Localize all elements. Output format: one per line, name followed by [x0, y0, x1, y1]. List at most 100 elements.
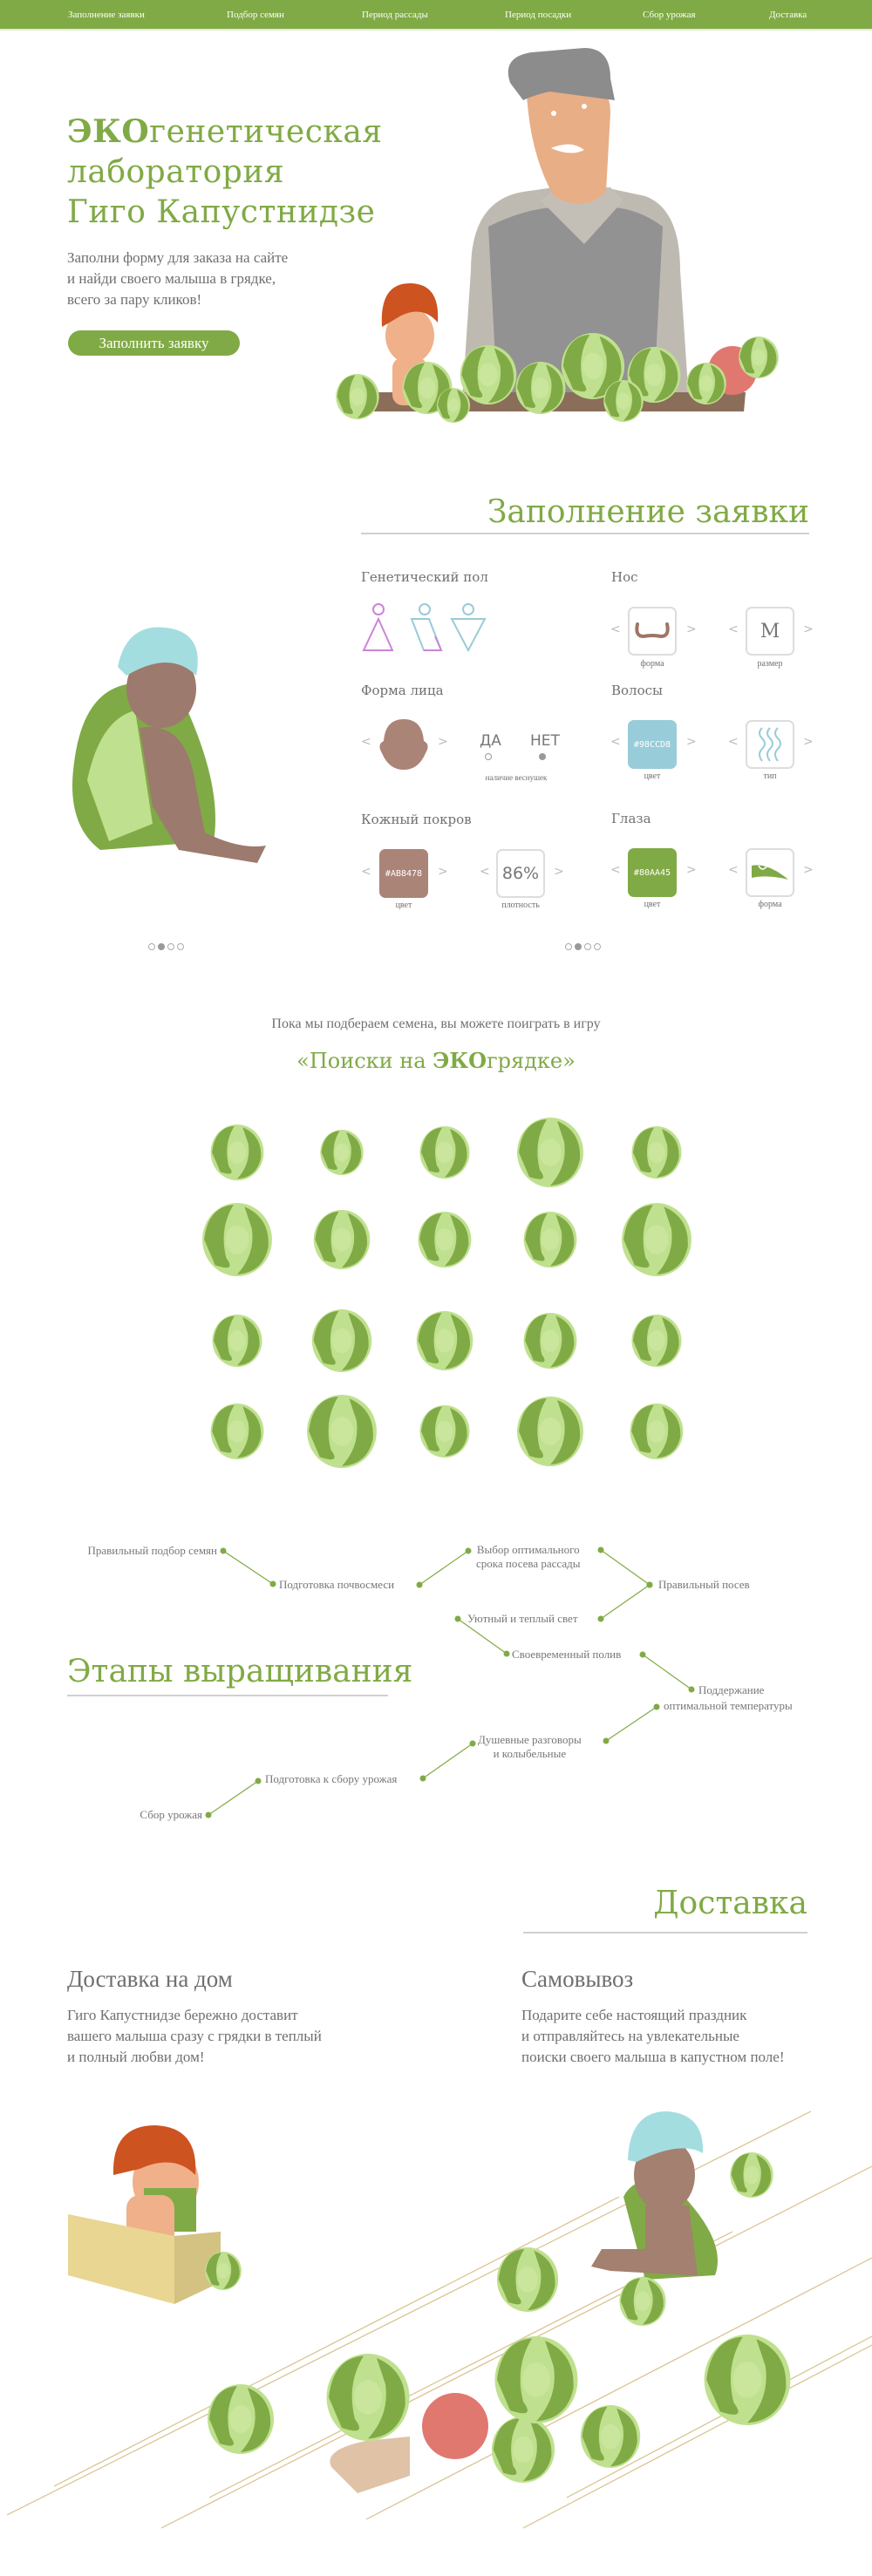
cabbage-icon[interactable]: [307, 1395, 377, 1468]
hair-type-selector[interactable]: [746, 720, 794, 769]
cabbage-icon[interactable]: [416, 1311, 473, 1370]
nose-shape-selector[interactable]: [628, 607, 677, 656]
freckles-no-radio-selected[interactable]: [539, 753, 546, 760]
nav-item-seedlings[interactable]: Период рассады: [362, 10, 428, 20]
home-delivery-text: Гиго Капустнидзе бережно доставит вашего …: [67, 2005, 322, 2068]
eye-color-selector[interactable]: #80AA45: [628, 848, 677, 897]
stage-connector: [457, 1618, 508, 1655]
stage-dot: [653, 1703, 660, 1710]
hair-color-next-arrow[interactable]: >: [686, 735, 697, 749]
form-section-title: Заполнение заявки: [487, 494, 809, 530]
female-icon[interactable]: [362, 603, 394, 651]
stage-label: Своевременный полив: [512, 1648, 622, 1661]
cabbage-icon[interactable]: [631, 1126, 682, 1179]
cabbage-icon[interactable]: [419, 1405, 470, 1458]
stage-dot: [454, 1615, 461, 1622]
cabbage-icon[interactable]: [523, 1212, 577, 1268]
nav-item-application[interactable]: Заполнение заявки: [68, 10, 145, 20]
carousel-dot-active[interactable]: [158, 943, 165, 950]
cabbage-icon: [739, 336, 779, 378]
hair-type-prev-arrow[interactable]: <: [728, 735, 739, 749]
nose-shape-prev-arrow[interactable]: <: [610, 622, 621, 636]
carousel-dot[interactable]: [148, 943, 155, 950]
cabbage-icon[interactable]: [622, 1203, 691, 1276]
carousel-dot[interactable]: [594, 943, 601, 950]
fill-application-button[interactable]: Заполнить заявку: [68, 330, 240, 356]
nose-size-prev-arrow[interactable]: <: [728, 622, 739, 636]
skin-color-selector[interactable]: #AB8478: [379, 849, 428, 898]
freckles-no-label: НЕТ: [530, 732, 560, 750]
eye-color-prev-arrow[interactable]: <: [610, 863, 621, 877]
nose-size-selector[interactable]: M: [746, 607, 794, 656]
stage-dot: [469, 1740, 476, 1747]
carousel-dots-right: [565, 943, 601, 950]
cabbage-icon[interactable]: [320, 1130, 364, 1175]
hero-illustration: [336, 48, 779, 423]
cabbage-icon[interactable]: [418, 1212, 472, 1268]
text-line: поиски своего малыша в капустном поле!: [521, 2049, 785, 2065]
cabbage-icon[interactable]: [313, 1210, 371, 1269]
skin-density-prev-arrow[interactable]: <: [480, 865, 490, 879]
carousel-dot[interactable]: [167, 943, 174, 950]
skin-color-prev-arrow[interactable]: <: [361, 865, 371, 879]
skin-density-caption: плотность: [501, 901, 540, 910]
cabbage-icon[interactable]: [517, 1118, 583, 1187]
face-prev-arrow[interactable]: <: [361, 735, 371, 749]
wavy-hair-icon: [759, 727, 781, 762]
face-next-arrow[interactable]: >: [438, 735, 448, 749]
pink-hair-child: [422, 2393, 488, 2459]
cabbage-icon: [460, 345, 517, 404]
cabbage-icon: [619, 2277, 666, 2326]
cabbage-icon[interactable]: [517, 1397, 583, 1466]
stage-label: Подготовка почвосмеси: [279, 1578, 395, 1591]
stage-dot: [597, 1546, 604, 1553]
carousel-dot[interactable]: [177, 943, 184, 950]
stage-label: Правильный посев: [658, 1578, 750, 1591]
cabbage-icon[interactable]: [311, 1309, 372, 1372]
carousel-dot[interactable]: [565, 943, 572, 950]
carousel-dot[interactable]: [584, 943, 591, 950]
cabbage-icon[interactable]: [212, 1315, 262, 1367]
hair-color-prev-arrow[interactable]: <: [610, 735, 621, 749]
carousel-dot-active[interactable]: [575, 943, 582, 950]
top-nav: Заполнение заявки Подбор семян Период ра…: [0, 0, 872, 31]
cabbage-icon[interactable]: [523, 1313, 577, 1369]
text-line: вашего малыша сразу с грядки в теплый: [67, 2028, 322, 2044]
hair-type-next-arrow[interactable]: >: [803, 735, 814, 749]
face-shape-icon: [379, 719, 428, 770]
stage-connector: [422, 1743, 473, 1779]
nav-item-planting[interactable]: Период посадки: [505, 10, 572, 20]
eye-shape-selector[interactable]: [746, 848, 794, 897]
hero-title: ЭКОгенетическая лаборатория Гиго Капустн…: [67, 112, 383, 233]
skin-density-selector[interactable]: 86%: [496, 849, 545, 898]
cabbage-icon[interactable]: [210, 1125, 264, 1180]
stage-label: Душевные разговоры и колыбельные: [478, 1733, 582, 1761]
skin-color-next-arrow[interactable]: >: [438, 865, 448, 879]
cabbage-icon[interactable]: [202, 1203, 272, 1276]
divider: [523, 1932, 807, 1934]
hair-type-caption: тип: [763, 771, 777, 781]
nav-item-harvest[interactable]: Сбор урожая: [643, 10, 696, 20]
nose-size-next-arrow[interactable]: >: [803, 622, 814, 636]
eye-color-next-arrow[interactable]: >: [686, 863, 697, 877]
stage-label-line: срока посева рассады: [476, 1557, 581, 1570]
eye-shape-next-arrow[interactable]: >: [803, 863, 814, 877]
freckles-yes-radio[interactable]: [485, 753, 492, 760]
nav-item-delivery[interactable]: Доставка: [769, 10, 807, 20]
home-delivery-title: Доставка на дом: [67, 1966, 233, 1992]
nose-shape-next-arrow[interactable]: >: [686, 622, 697, 636]
nav-item-seeds[interactable]: Подбор семян: [227, 10, 284, 20]
skin-density-next-arrow[interactable]: >: [554, 865, 564, 879]
cabbage-icon[interactable]: [630, 1404, 684, 1459]
cabbage-icon: [704, 2335, 791, 2425]
eye-shape-prev-arrow[interactable]: <: [728, 863, 739, 877]
game-title-part: грядке»: [487, 1049, 576, 1073]
mixed-icon[interactable]: [410, 603, 443, 651]
male-icon[interactable]: [450, 603, 487, 653]
title-line: Гиго Капустнидзе: [67, 194, 376, 230]
game-title-eco: ЭКО: [433, 1048, 487, 1073]
hair-color-selector[interactable]: #98CCD8: [628, 720, 677, 769]
cabbage-icon[interactable]: [210, 1404, 264, 1459]
cabbage-icon[interactable]: [419, 1126, 470, 1179]
cabbage-icon[interactable]: [631, 1315, 682, 1367]
